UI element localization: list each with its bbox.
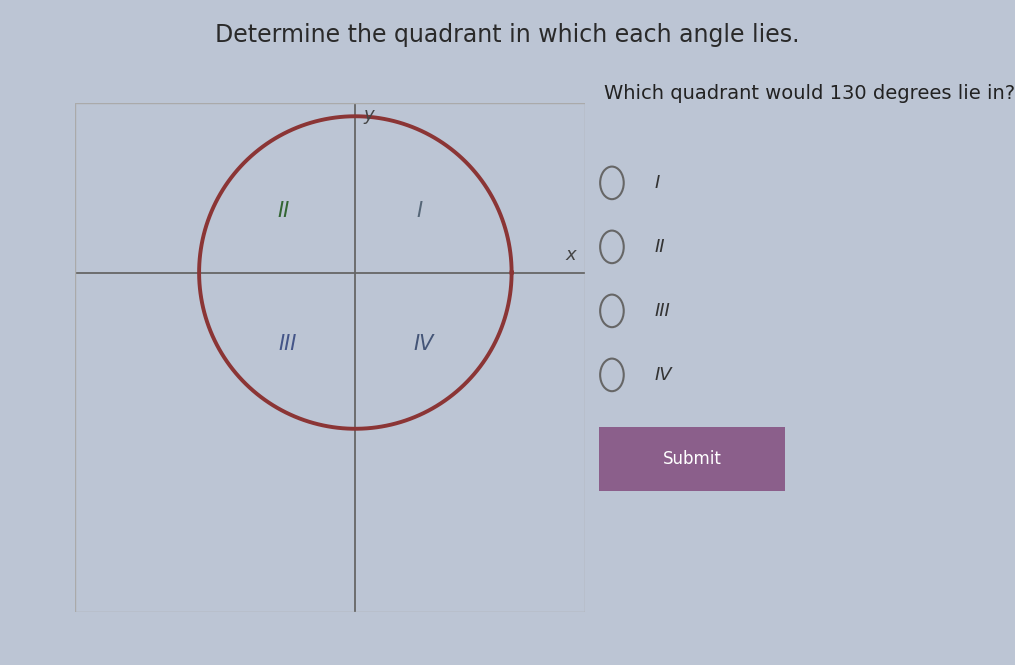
FancyBboxPatch shape: [599, 427, 785, 491]
Text: Which quadrant would 130 degrees lie in?: Which quadrant would 130 degrees lie in?: [604, 84, 1015, 103]
Text: Submit: Submit: [663, 450, 722, 468]
Text: III: III: [654, 302, 670, 320]
Text: I: I: [654, 174, 660, 192]
Text: IV: IV: [413, 334, 433, 354]
Text: IV: IV: [654, 366, 672, 384]
Text: x: x: [565, 246, 577, 264]
Text: Determine the quadrant in which each angle lies.: Determine the quadrant in which each ang…: [215, 23, 800, 47]
Text: II: II: [654, 238, 665, 256]
Text: III: III: [278, 334, 296, 354]
Text: I: I: [417, 201, 423, 221]
Text: y: y: [363, 106, 375, 124]
Text: II: II: [278, 201, 290, 221]
